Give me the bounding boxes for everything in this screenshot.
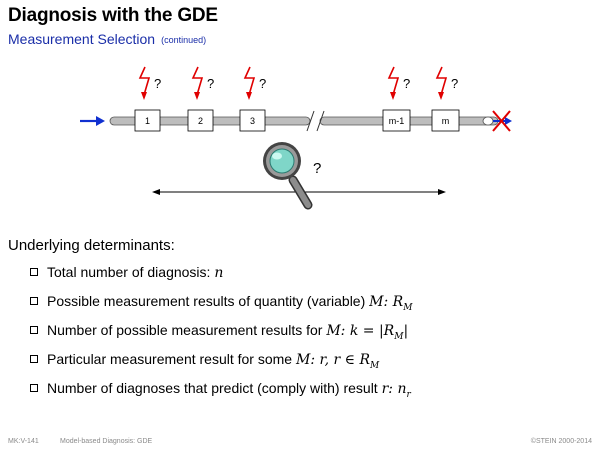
footer-copyright: ©STEIN 2000-2014 <box>530 438 592 445</box>
bullet-text: Total number of diagnosis: <box>47 264 215 280</box>
input-arrow <box>80 116 105 126</box>
bullet-text: Number of diagnoses that predict (comply… <box>47 380 382 396</box>
unknown-mark-m: ? <box>451 76 458 91</box>
component-2: 2 <box>187 109 214 132</box>
gde-diagram: 1 2 3 m-1 m ? ? ? ? ? <box>80 66 512 210</box>
lightning-icon-m-1 <box>388 66 399 101</box>
bullet-square-icon <box>30 384 38 392</box>
footer-slide-id: MK:V-141 <box>8 438 39 445</box>
bullet-math-sub: r <box>406 389 411 400</box>
bullet-math-sub: M <box>370 360 380 371</box>
component-m-label: m <box>442 116 450 126</box>
bullet-text: Number of possible measurement results f… <box>47 322 327 338</box>
bullet-math: r: n <box>381 381 407 397</box>
magnifier-question-mark: ? <box>313 160 321 177</box>
bullet-math-sub: M <box>394 331 404 342</box>
lightning-icon-m <box>436 66 447 101</box>
lightning-icon-3 <box>244 66 255 101</box>
bullet-square-icon <box>30 297 38 305</box>
lightning-icon-1 <box>139 66 150 101</box>
component-m: m <box>431 109 460 132</box>
unknown-mark-2: ? <box>207 76 214 91</box>
slide-title: Diagnosis with the GDE <box>8 5 218 26</box>
lightning-icon-2 <box>192 66 203 101</box>
determinants-heading: Underlying determinants: <box>8 237 175 254</box>
component-3-label: 3 <box>250 116 255 126</box>
bullet-math-tail: | <box>403 323 409 339</box>
bullet-math-sub: M <box>403 302 413 313</box>
component-1: 1 <box>134 109 161 132</box>
bullet-text: Particular measurement result for some <box>47 351 296 367</box>
unknown-mark-m-1: ? <box>403 76 410 91</box>
footer-course: Model-based Diagnosis: GDE <box>60 438 153 445</box>
component-3: 3 <box>239 109 266 132</box>
magnifier-icon <box>263 142 313 210</box>
subtitle-note: (continued) <box>161 35 207 45</box>
component-m-1-label: m-1 <box>389 116 405 126</box>
bullet-text: Possible measurement results of quantity… <box>47 293 370 309</box>
bullet-math: M: R <box>369 294 404 310</box>
bullet-square-icon <box>30 268 38 276</box>
bullet-math: n <box>214 265 224 281</box>
pipe-break <box>306 110 325 132</box>
component-m-1: m-1 <box>382 109 411 132</box>
component-1-label: 1 <box>145 116 150 126</box>
subtitle-text: Measurement Selection <box>8 31 156 47</box>
output-arrow-crossed <box>492 110 512 132</box>
slide-subtitle: Measurement Selection (continued) <box>8 31 206 47</box>
bullet-square-icon <box>30 355 38 363</box>
bullet-math: M: k = |R <box>326 323 395 339</box>
unknown-mark-3: ? <box>259 76 266 91</box>
bullet-square-icon <box>30 326 38 334</box>
component-2-label: 2 <box>198 116 203 126</box>
unknown-mark-1: ? <box>154 76 161 91</box>
bullet-math: M: r, r ∈ R <box>295 352 371 368</box>
